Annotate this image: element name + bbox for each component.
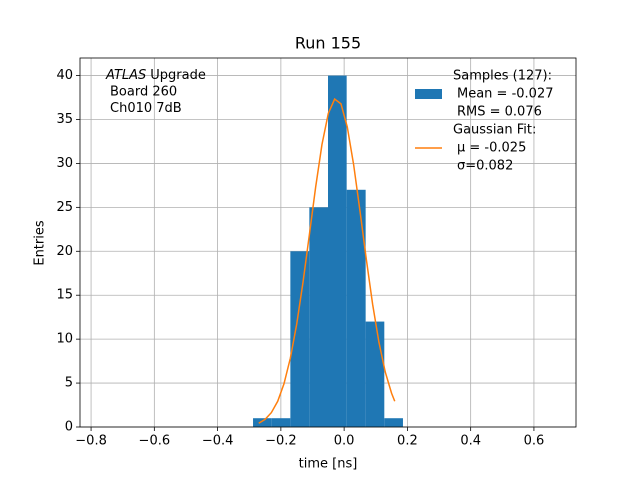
bar — [365, 321, 385, 427]
axes-frame — [79, 57, 577, 428]
x-tick-label: −0.8 — [75, 434, 107, 449]
bar — [253, 418, 272, 427]
bar — [271, 418, 291, 427]
bar — [346, 189, 366, 427]
y-tick-label: 40 — [56, 68, 73, 83]
chart-title: Run 155 — [295, 34, 361, 53]
x-tick-label: −0.6 — [139, 434, 171, 449]
legend-label: σ=0.082 — [457, 159, 513, 174]
legend-label: RMS = 0.076 — [457, 105, 542, 120]
y-tick-label: 5 — [65, 376, 73, 391]
x-tick-label: 0.2 — [397, 434, 418, 449]
bar — [309, 207, 328, 427]
annotation-italic: ATLAS — [105, 68, 146, 83]
legend-label: μ = -0.025 — [457, 141, 526, 156]
legend-swatch — [415, 89, 442, 99]
y-tick-label: 35 — [56, 112, 73, 127]
y-tick-label: 15 — [56, 288, 73, 303]
legend-label: Samples (127): — [453, 69, 552, 84]
x-tick-label: −0.4 — [202, 434, 234, 449]
y-tick-label: 10 — [56, 332, 73, 347]
x-tick-label: 0.6 — [524, 434, 545, 449]
y-tick-label: 30 — [56, 156, 73, 171]
x-tick-label: −0.2 — [265, 434, 297, 449]
x-tick-label: 0.4 — [460, 434, 481, 449]
y-axis-label: Entries — [33, 220, 48, 266]
annotation: Board 260 — [110, 85, 177, 100]
y-tick-label: 0 — [65, 420, 73, 435]
legend-label: Mean = -0.027 — [457, 87, 553, 102]
x-tick-label: 0.0 — [334, 434, 355, 449]
x-axis-label: time [ns] — [299, 457, 358, 472]
annotation: ATLAS Upgrade — [105, 68, 206, 83]
annotation-text: Upgrade — [150, 68, 206, 83]
bar — [384, 418, 403, 427]
legend-label: Gaussian Fit: — [453, 123, 536, 138]
annotation: Ch010 7dB — [110, 101, 182, 116]
fit-line — [258, 97, 396, 424]
y-tick-label: 25 — [56, 200, 73, 215]
bar — [290, 251, 310, 427]
bar — [328, 75, 347, 428]
y-tick-label: 20 — [56, 244, 73, 259]
